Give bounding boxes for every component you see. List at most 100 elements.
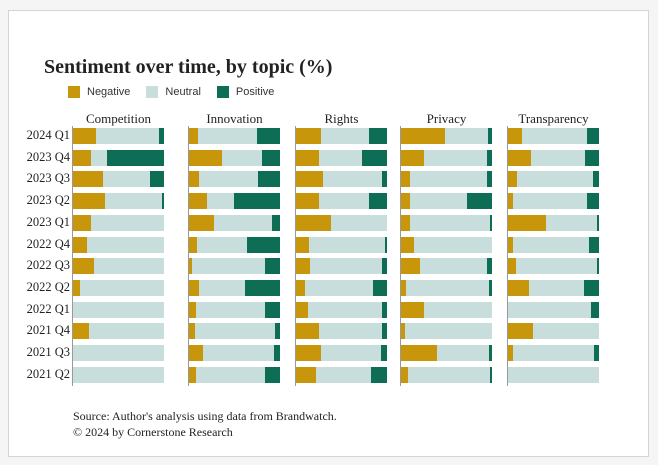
- bar-positive: [368, 193, 387, 210]
- bar-negative: [189, 366, 197, 383]
- row-label: 2022 Q1: [26, 301, 70, 316]
- bar-neutral: [89, 323, 164, 340]
- bar-positive: [257, 128, 280, 144]
- bar-neutral: [410, 193, 467, 210]
- bar-negative: [401, 366, 409, 383]
- bar-negative: [73, 128, 96, 144]
- bar-negative: [73, 236, 87, 253]
- bar-neutral: [408, 366, 491, 383]
- bar-negative: [189, 258, 192, 275]
- panel-title-privacy: Privacy: [426, 111, 467, 126]
- bar-neutral: [413, 236, 492, 253]
- bar-negative: [401, 128, 445, 144]
- bar-negative: [296, 366, 317, 383]
- bar-neutral: [513, 345, 595, 361]
- source-text: Source: Author's analysis using data fro…: [73, 409, 337, 423]
- legend-item-negative: Negative: [68, 86, 130, 98]
- bar-negative: [73, 193, 105, 210]
- bar-neutral: [199, 279, 245, 296]
- bar-negative: [296, 323, 319, 340]
- bar-positive: [244, 279, 280, 296]
- bar-negative: [296, 171, 324, 188]
- bar-neutral: [323, 171, 383, 188]
- panel-axis-innovation: [188, 126, 189, 387]
- bar-neutral: [80, 279, 164, 296]
- legend-label-positive: Positive: [235, 86, 275, 98]
- bar-negative: [508, 236, 513, 253]
- bar-negative: [189, 149, 222, 166]
- bar-negative: [189, 193, 208, 210]
- bar-neutral: [508, 366, 599, 383]
- bar-positive: [370, 366, 387, 383]
- bar-neutral: [307, 301, 383, 318]
- bar-positive: [271, 214, 280, 231]
- bar-negative: [401, 236, 414, 253]
- bar-neutral: [196, 301, 265, 318]
- bar-positive: [258, 171, 280, 188]
- bar-positive: [594, 345, 599, 361]
- bar-positive: [486, 149, 492, 166]
- bar-negative: [296, 193, 319, 210]
- bar-neutral: [423, 301, 492, 318]
- bar-positive: [247, 236, 280, 253]
- bar-negative: [189, 323, 196, 340]
- legend-swatch-negative: [68, 86, 80, 98]
- bar-negative: [508, 214, 547, 231]
- bar-neutral: [404, 323, 492, 340]
- bar-neutral: [196, 366, 266, 383]
- bar-neutral: [195, 323, 275, 340]
- bar-negative: [401, 301, 424, 318]
- bar-neutral: [309, 258, 383, 275]
- bar-positive: [233, 193, 280, 210]
- bar-positive: [489, 345, 492, 361]
- legend-swatch-neutral: [146, 86, 159, 98]
- bar-negative: [296, 236, 309, 253]
- bar-neutral: [512, 236, 589, 253]
- bar-negative: [189, 301, 197, 318]
- bar-negative: [296, 128, 322, 144]
- bar-neutral: [221, 149, 262, 166]
- row-label: 2023 Q2: [26, 193, 70, 208]
- bar-positive: [382, 301, 387, 318]
- row-label: 2022 Q4: [26, 236, 70, 251]
- bar-negative: [189, 171, 199, 188]
- bar-negative: [508, 128, 522, 144]
- bar-neutral: [95, 128, 160, 144]
- bar-positive: [489, 279, 492, 296]
- bar-positive: [162, 193, 164, 210]
- bar-neutral: [197, 236, 248, 253]
- bar-negative: [508, 323, 533, 340]
- bar-positive: [264, 258, 280, 275]
- bar-positive: [382, 171, 387, 188]
- bar-neutral: [528, 279, 585, 296]
- row-label: 2023 Q4: [26, 149, 70, 164]
- bar-neutral: [410, 214, 491, 231]
- bar-positive: [590, 301, 599, 318]
- bar-neutral: [91, 149, 107, 166]
- bar-neutral: [410, 171, 488, 188]
- bar-neutral: [516, 258, 598, 275]
- bar-positive: [382, 323, 387, 340]
- bar-positive: [274, 323, 280, 340]
- bar-negative: [73, 258, 94, 275]
- bar-positive: [159, 128, 164, 144]
- bar-neutral: [530, 149, 586, 166]
- bar-negative: [73, 149, 92, 166]
- panel-title-rights: Rights: [324, 111, 359, 126]
- bar-negative: [73, 279, 81, 296]
- bar-neutral: [73, 345, 164, 361]
- row-label: 2021 Q2: [26, 366, 70, 381]
- bar-negative: [508, 171, 518, 188]
- bar-negative: [401, 214, 411, 231]
- bar-negative: [401, 193, 411, 210]
- row-label: 2021 Q4: [26, 323, 70, 338]
- bar-neutral: [318, 323, 383, 340]
- bar-negative: [189, 345, 203, 361]
- bar-positive: [487, 171, 492, 188]
- legend: Negative Neutral Positive: [68, 84, 274, 100]
- copyright-text: © 2024 by Cornerstone Research: [73, 425, 233, 439]
- bar-positive: [597, 214, 599, 231]
- legend-label-negative: Negative: [87, 86, 131, 98]
- bar-positive: [490, 214, 492, 231]
- bar-positive: [588, 236, 599, 253]
